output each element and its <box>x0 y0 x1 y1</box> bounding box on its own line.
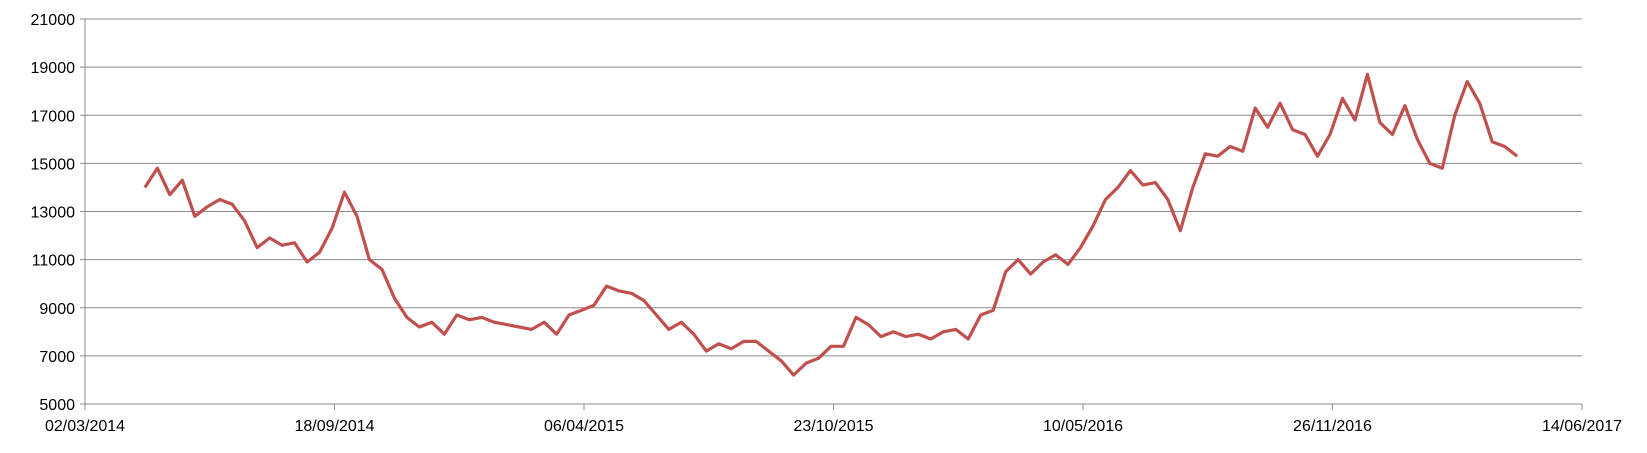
y-tick-label: 21000 <box>31 12 76 29</box>
data-line <box>143 72 1519 377</box>
y-tick-label: 19000 <box>31 60 76 77</box>
y-tick-label: 11000 <box>32 253 75 270</box>
y-tick-label: 9000 <box>39 301 75 318</box>
y-tick-label: 15000 <box>31 156 76 173</box>
y-tick-label: 7000 <box>39 349 75 366</box>
y-tick-label: 17000 <box>31 108 76 125</box>
x-tick-label: 06/04/2015 <box>544 418 624 435</box>
x-tick-label: 14/06/2017 <box>1542 418 1622 435</box>
x-tick-label: 10/05/2016 <box>1043 418 1123 435</box>
y-tick-label: 13000 <box>31 205 76 222</box>
x-tick-label: 02/03/2014 <box>45 418 125 435</box>
y-tick-label: 5000 <box>39 397 75 414</box>
x-tick-label: 23/10/2015 <box>793 418 873 435</box>
x-tick-label: 18/09/2014 <box>294 418 374 435</box>
x-tick-label: 26/11/2016 <box>1293 418 1372 435</box>
